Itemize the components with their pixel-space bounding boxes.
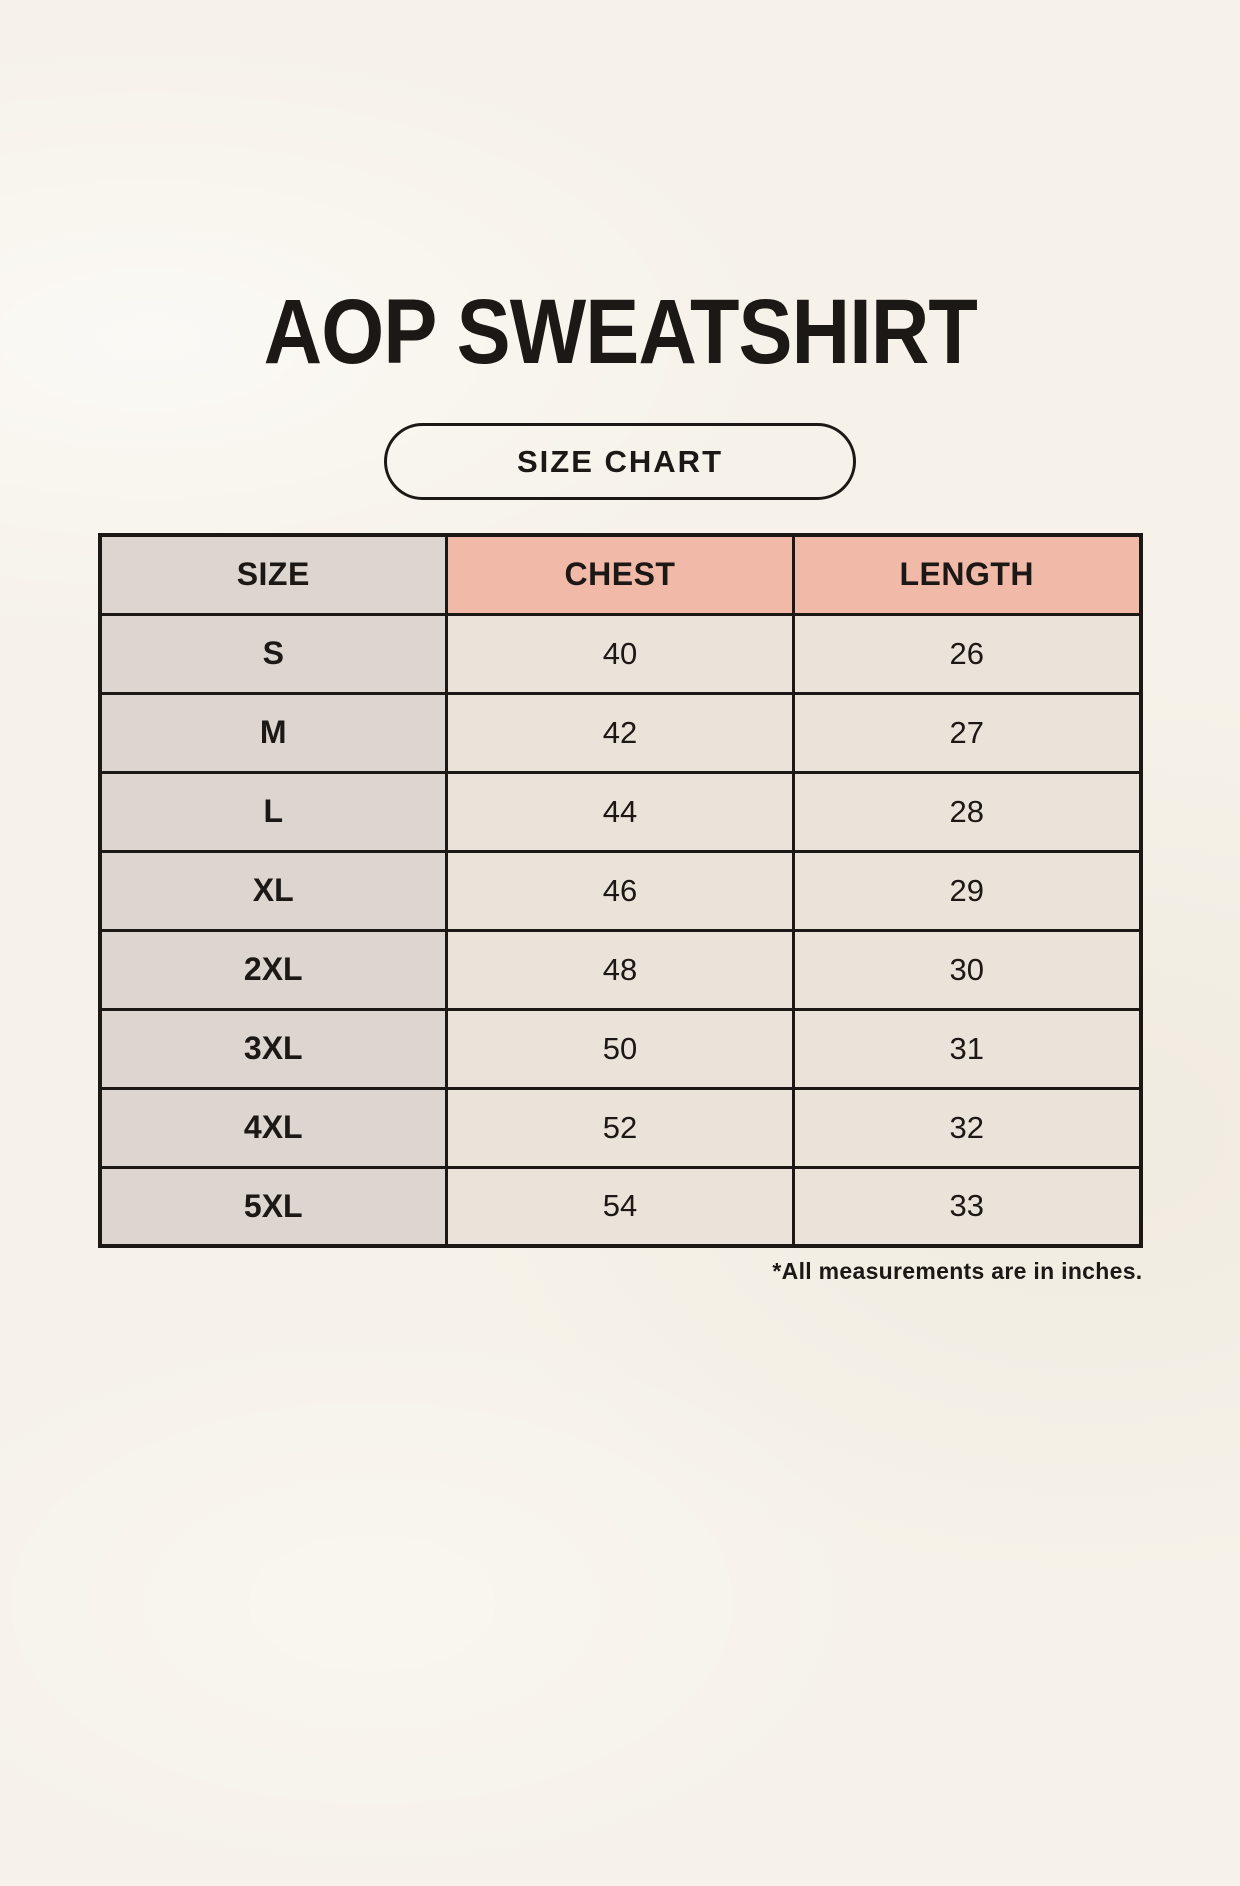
length-cell: 28 xyxy=(792,770,1142,853)
header-cell-size: SIZE xyxy=(98,533,448,616)
size-table: SIZE CHEST LENGTH S 40 26 M 42 27 L 44 28 XL 46 29 2… xyxy=(97,533,1143,1248)
size-cell: 4XL xyxy=(98,1086,448,1169)
size-table-body: S 40 26 M 42 27 L 44 28 XL 46 29 2XL 48 30 3XL 50 31 4XL 52… xyxy=(98,612,1142,1248)
size-cell: 3XL xyxy=(98,1007,448,1090)
length-cell: 26 xyxy=(792,612,1142,695)
table-row: XL 46 29 xyxy=(98,849,1142,932)
size-cell: 5XL xyxy=(98,1165,448,1248)
length-cell: 33 xyxy=(792,1165,1142,1248)
length-cell: 32 xyxy=(792,1086,1142,1169)
length-cell: 31 xyxy=(792,1007,1142,1090)
table-row: 4XL 52 32 xyxy=(98,1086,1142,1169)
length-cell: 30 xyxy=(792,928,1142,1011)
measurement-note: *All measurements are in inches. xyxy=(772,1258,1143,1284)
chest-cell: 42 xyxy=(445,691,795,774)
size-cell: S xyxy=(98,612,448,695)
table-row: S 40 26 xyxy=(98,612,1142,695)
chest-cell: 54 xyxy=(445,1165,795,1248)
table-header-row: SIZE CHEST LENGTH xyxy=(98,533,1142,616)
chest-cell: 50 xyxy=(445,1007,795,1090)
header-cell-length: LENGTH xyxy=(792,533,1142,616)
size-cell: XL xyxy=(98,849,448,932)
page-title-text: AOP SWEATSHIRT xyxy=(263,281,977,383)
size-cell: L xyxy=(98,770,448,853)
page-title: AOP SWEATSHIRT xyxy=(0,286,1240,378)
size-chart-badge-label: SIZE CHART xyxy=(517,443,723,479)
length-cell: 27 xyxy=(792,691,1142,774)
size-table-head: SIZE CHEST LENGTH xyxy=(98,533,1142,616)
table-row: 2XL 48 30 xyxy=(98,928,1142,1011)
chest-cell: 48 xyxy=(445,928,795,1011)
size-chart-page: AOP SWEATSHIRT SIZE CHART SIZE CHEST LEN… xyxy=(0,286,1240,1886)
header-cell-chest: CHEST xyxy=(445,533,795,616)
chest-cell: 44 xyxy=(445,770,795,853)
size-cell: 2XL xyxy=(98,928,448,1011)
table-row: L 44 28 xyxy=(98,770,1142,853)
table-row: 5XL 54 33 xyxy=(98,1165,1142,1248)
table-row: 3XL 50 31 xyxy=(98,1007,1142,1090)
size-cell: M xyxy=(98,691,448,774)
table-row: M 42 27 xyxy=(98,691,1142,774)
chest-cell: 52 xyxy=(445,1086,795,1169)
chest-cell: 40 xyxy=(445,612,795,695)
chest-cell: 46 xyxy=(445,849,795,932)
length-cell: 29 xyxy=(792,849,1142,932)
size-chart-badge: SIZE CHART xyxy=(384,423,856,500)
